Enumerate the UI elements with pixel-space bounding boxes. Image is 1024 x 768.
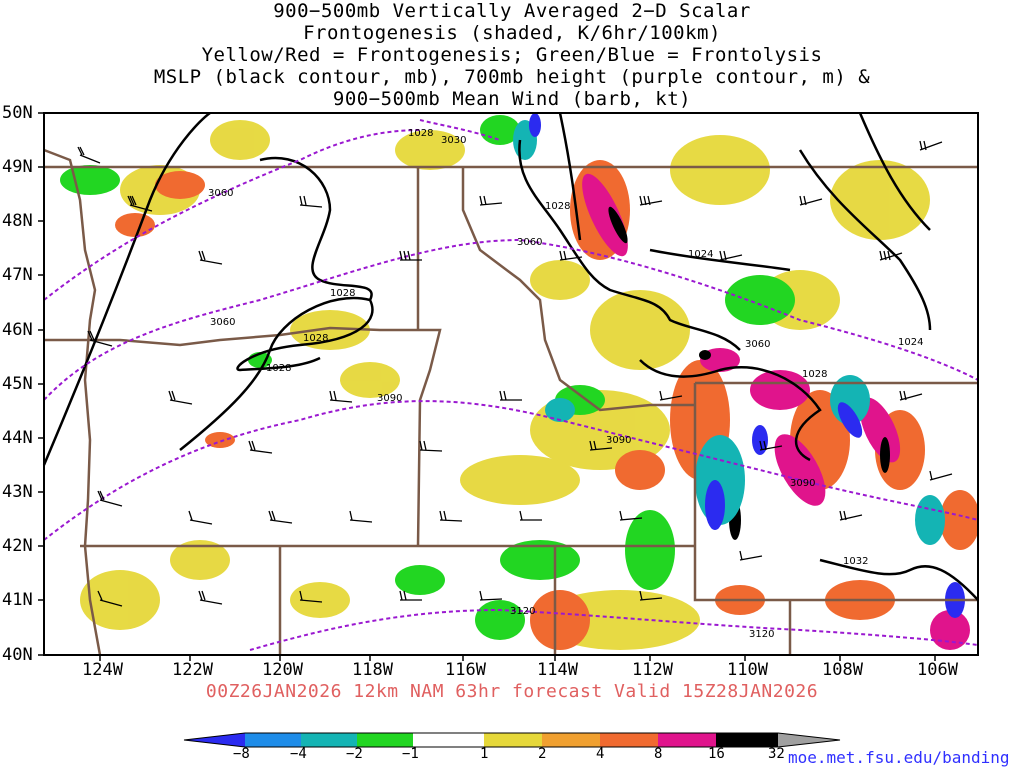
colorbar-label: 8 <box>654 746 663 762</box>
colorbar-swatch <box>184 733 245 747</box>
lon-label: 110W <box>727 660 768 680</box>
lat-label: 44N <box>2 428 33 448</box>
lat-label: 50N <box>2 103 33 123</box>
colorbar-label: −8 <box>233 746 250 762</box>
height-label: 3060 <box>745 339 770 350</box>
lat-label: 48N <box>2 211 33 231</box>
colorbar-label: −2 <box>346 746 363 762</box>
colorbar-label: 32 <box>768 746 785 762</box>
height-label: 3120 <box>749 629 774 640</box>
colorbar-label: 16 <box>708 746 725 762</box>
colorbar-swatch <box>600 733 658 747</box>
lon-label: 112W <box>632 660 673 680</box>
colorbar-label: 4 <box>596 746 605 762</box>
lat-label: 42N <box>2 536 33 556</box>
wind-barbs <box>77 140 953 607</box>
mslp-label: 1024 <box>898 337 923 348</box>
mslp-label: 1028 <box>545 201 570 212</box>
mslp-label: 1032 <box>843 556 868 567</box>
colorbar-swatch <box>301 733 357 747</box>
colorbar-swatch <box>716 733 778 747</box>
height-label: 3090 <box>790 478 815 489</box>
axis-ticks <box>38 112 936 661</box>
source-url[interactable]: moe.met.fsu.edu/banding <box>788 748 1010 767</box>
mslp-contours <box>42 111 979 601</box>
colorbar-swatch <box>413 733 484 747</box>
title-line-5: 900−500mb Mean Wind (barb, kt) <box>332 88 692 110</box>
height-label: 3030 <box>441 135 466 146</box>
mslp-label: 1024 <box>688 249 713 260</box>
lon-label: 120W <box>262 660 303 680</box>
colorbar-label: −4 <box>290 746 307 762</box>
title-line-4: MSLP (black contour, mb), 700mb height (… <box>153 66 871 88</box>
colorbar <box>183 732 841 748</box>
lat-label: 40N <box>2 645 33 665</box>
lon-label: 118W <box>352 660 393 680</box>
height-contours <box>43 119 979 651</box>
colorbar-label: 2 <box>538 746 547 762</box>
height-label: 3120 <box>510 606 535 617</box>
colorbar-swatch <box>484 733 542 747</box>
title-line-1: 900−500mb Vertically Averaged 2−D Scalar <box>273 0 751 22</box>
height-label: 3060 <box>517 237 542 248</box>
lon-label: 114W <box>537 660 578 680</box>
colorbar-label: −1 <box>402 746 419 762</box>
lat-label: 49N <box>2 157 33 177</box>
mslp-label: 1028 <box>266 363 291 374</box>
colorbar-swatch <box>658 733 716 747</box>
valid-time-line: 00Z26JAN2026 12km NAM 63hr forecast Vali… <box>205 681 819 702</box>
mslp-label: 1028 <box>330 288 355 299</box>
lon-label: 122W <box>172 660 213 680</box>
colorbar-swatch <box>778 733 840 747</box>
colorbar-swatch <box>542 733 600 747</box>
colorbar-label: 1 <box>480 746 489 762</box>
lat-label: 43N <box>2 482 33 502</box>
colorbar-swatch <box>245 733 301 747</box>
lat-label: 41N <box>2 590 33 610</box>
mslp-label: 1028 <box>408 128 433 139</box>
lon-label: 124W <box>82 660 123 680</box>
height-label: 3090 <box>606 435 631 446</box>
height-label: 3060 <box>210 317 235 328</box>
lat-label: 46N <box>2 320 33 340</box>
mslp-label: 1028 <box>303 333 328 344</box>
contour-labels: 1028 1028 1028 1028 1028 1028 1024 1024 … <box>208 128 923 640</box>
lon-label: 106W <box>917 660 958 680</box>
mslp-label: 1028 <box>802 369 827 380</box>
title-line-2: Frontogenesis (shaded, K/6hr/100km) <box>303 22 721 44</box>
lat-label: 45N <box>2 374 33 394</box>
height-label: 3060 <box>208 188 233 199</box>
state-borders <box>44 165 978 655</box>
title-line-3: Yellow/Red = Frontogenesis; Green/Blue =… <box>201 44 823 66</box>
height-label: 3090 <box>377 393 402 404</box>
colorbar-swatch <box>357 733 413 747</box>
lat-label: 47N <box>2 265 33 285</box>
lon-label: 116W <box>445 660 486 680</box>
coastline <box>43 148 102 656</box>
lon-label: 108W <box>822 660 863 680</box>
